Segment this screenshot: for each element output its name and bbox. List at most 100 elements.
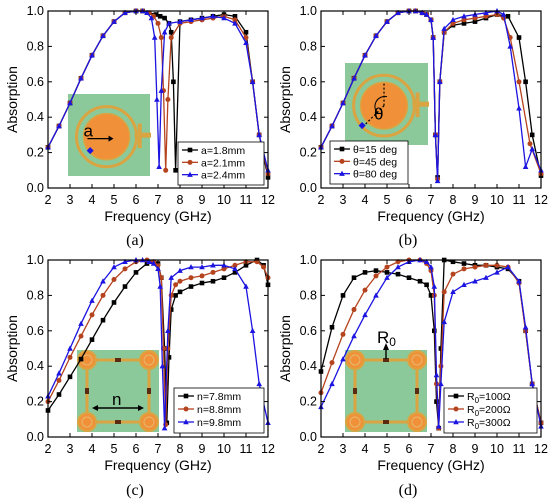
x-tick-label: 3 [340,193,347,207]
data-point [395,264,401,270]
data-point [417,278,423,284]
data-point [221,266,227,272]
data-point [428,293,434,298]
legend-box [177,141,265,186]
data-point [165,327,171,333]
data-point [177,289,183,295]
y-tick-label: 1.0 [300,4,317,18]
y-tick-label: 0.6 [300,75,317,89]
inset-resistor [115,420,121,424]
x-tick-label: 8 [450,193,457,207]
data-point [340,356,346,362]
data-point [177,278,183,284]
data-point [384,270,390,275]
data-point [373,268,379,273]
y-tick-label: 0.0 [27,181,44,195]
data-point [150,260,157,266]
data-point [232,265,238,272]
data-point [199,280,205,286]
inset-stub-vertical [137,123,142,149]
data-point [329,380,335,387]
legend-label: a=2.4mm [201,170,245,182]
y-tick-label: 0.0 [27,430,44,444]
data-point [163,167,169,173]
data-point [157,283,163,289]
unit-cell-inset: R0 [345,328,427,432]
legend-marker [453,406,459,412]
y-axis-label: Absorption [277,66,293,133]
data-point [122,266,128,272]
data-point [168,307,174,312]
data-point [157,14,163,19]
arrowhead-icon [138,405,144,411]
inset-corner-patch [139,412,159,432]
data-point [384,18,390,24]
data-point [441,25,447,31]
legend-label: n=8.8mm [197,404,241,416]
x-tick-label: 11 [240,193,253,207]
legend-label: θ=45 deg [353,156,397,168]
data-point [111,18,117,24]
inset-radius-line [362,105,385,128]
data-point [100,278,106,284]
data-point [89,297,95,303]
data-point [188,284,194,289]
data-point [89,52,95,58]
y-tick-label: 1.0 [27,253,44,267]
data-point [232,20,238,26]
x-tick-label: 5 [384,193,391,207]
data-point [529,146,535,152]
chart-panel-d: R0 2 3 4 5 6 7 8 9 10 11 12 0.0 0.2 0.4 0.6 0.8 1.0 Freque… [277,253,548,499]
data-point [243,263,249,268]
inset-corner-patch [407,350,427,370]
inset-corner-ring [349,416,361,428]
data-point [111,264,117,270]
data-point [395,9,401,15]
x-tick-label: 4 [89,193,96,207]
data-point [428,16,434,23]
data-point [210,262,216,268]
legend-marker [339,170,345,176]
x-tick-label: 5 [111,193,118,207]
data-point [232,14,238,19]
legend-marker [453,393,459,399]
data-point [168,29,174,35]
data-point [472,278,478,284]
inset-resistor [85,388,89,394]
data-point [89,337,95,342]
data-point [522,163,529,169]
legend-label: θ=15 deg [353,144,397,156]
data-point [373,273,379,279]
x-tick-label: 12 [534,442,548,456]
inset-feed-marker [358,121,366,130]
data-point [351,275,357,280]
data-point [188,275,194,281]
legend-label-rest: =300Ω [479,417,511,429]
data-point [507,43,513,49]
data-point [362,52,368,58]
data-point [461,266,467,272]
inset-resistor [383,420,389,424]
x-tick-label: 2 [45,442,52,456]
data-point [153,12,159,17]
x-tick-label: 12 [261,442,275,456]
data-point [351,307,357,313]
data-point [461,17,467,23]
chart-panel-c: n 2 3 4 5 6 7 8 9 10 11 12 0.0 0.2 0.4 0.6 0.8 1.0 Frequen… [4,253,275,499]
data-point [232,262,238,268]
inset-dimension-label: a [83,122,93,141]
inset-corner-ring [143,354,155,366]
legend-label: a=2.1mm [201,157,245,169]
data-point [373,292,379,298]
x-tick-label: 4 [362,442,369,456]
inset-stub [134,132,151,138]
data-point [431,283,438,289]
data-point [111,276,117,282]
data-point [340,100,346,106]
y-axis-label: Absorption [277,315,293,382]
inset-stub [412,101,429,107]
inset-disk [82,112,131,161]
data-point [158,87,165,93]
data-point [351,333,357,339]
